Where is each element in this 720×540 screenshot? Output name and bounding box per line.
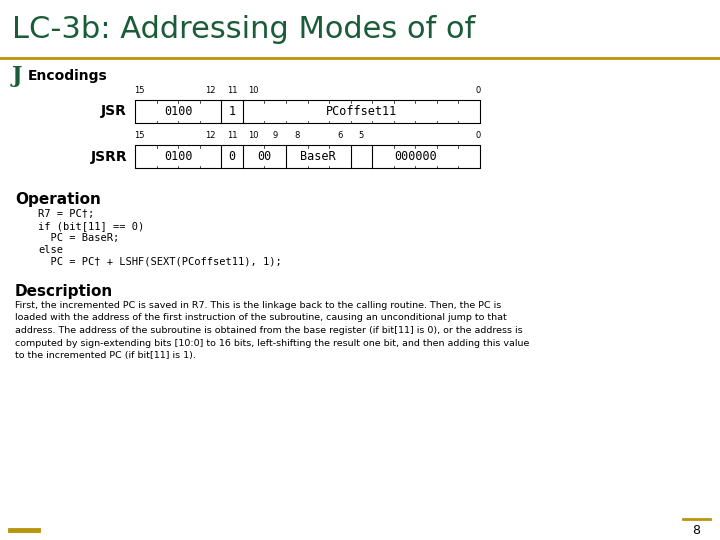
Text: if (bit[11] == 0): if (bit[11] == 0) (38, 221, 144, 231)
Text: 8: 8 (692, 523, 700, 537)
Text: First, the incremented PC is saved in R7. This is the linkage back to the callin: First, the incremented PC is saved in R7… (15, 301, 501, 310)
Text: 6: 6 (337, 131, 343, 140)
Text: 10: 10 (248, 131, 259, 140)
Text: PC = PC† + LSHF(SEXT(PCoffset11), 1);: PC = PC† + LSHF(SEXT(PCoffset11), 1); (38, 257, 282, 267)
Text: 0: 0 (228, 150, 235, 163)
Text: LC-3b: Addressing Modes of of: LC-3b: Addressing Modes of of (12, 16, 475, 44)
Text: 8: 8 (294, 131, 300, 140)
Text: 000000: 000000 (394, 150, 437, 163)
Text: Encodings: Encodings (28, 69, 108, 83)
Text: 15: 15 (134, 131, 144, 140)
Text: 12: 12 (205, 86, 216, 95)
Text: BaseR: BaseR (300, 150, 336, 163)
Text: R7 = PC†;: R7 = PC†; (38, 209, 94, 219)
Bar (135, 145, 480, 168)
Text: 0: 0 (475, 131, 481, 140)
Text: 5: 5 (359, 131, 364, 140)
Text: else: else (38, 245, 63, 255)
Text: JSRR: JSRR (91, 150, 127, 164)
Text: Operation: Operation (15, 192, 101, 207)
Text: J: J (12, 65, 22, 87)
Text: address. The address of the subroutine is obtained from the base register (if bi: address. The address of the subroutine i… (15, 326, 523, 335)
Text: Description: Description (15, 284, 113, 299)
Text: 10: 10 (248, 86, 259, 95)
Text: 11: 11 (227, 86, 238, 95)
Bar (135, 100, 480, 123)
Text: 9: 9 (273, 131, 278, 140)
Text: 11: 11 (227, 131, 238, 140)
Text: computed by sign-extending bits [10:0] to 16 bits, left-shifting the result one : computed by sign-extending bits [10:0] t… (15, 339, 529, 348)
Text: JSR: JSR (101, 105, 127, 118)
Text: 0100: 0100 (164, 105, 192, 118)
Text: 0100: 0100 (164, 150, 192, 163)
Text: PCoffset11: PCoffset11 (325, 105, 397, 118)
Text: 0: 0 (475, 86, 481, 95)
Text: PC = BaseR;: PC = BaseR; (38, 233, 120, 243)
Text: loaded with the address of the first instruction of the subroutine, causing an u: loaded with the address of the first ins… (15, 314, 507, 322)
Text: 12: 12 (205, 131, 216, 140)
Text: 15: 15 (134, 86, 144, 95)
Text: to the incremented PC (if bit[11] is 1).: to the incremented PC (if bit[11] is 1). (15, 351, 196, 360)
Text: 1: 1 (228, 105, 235, 118)
Text: 00: 00 (257, 150, 271, 163)
